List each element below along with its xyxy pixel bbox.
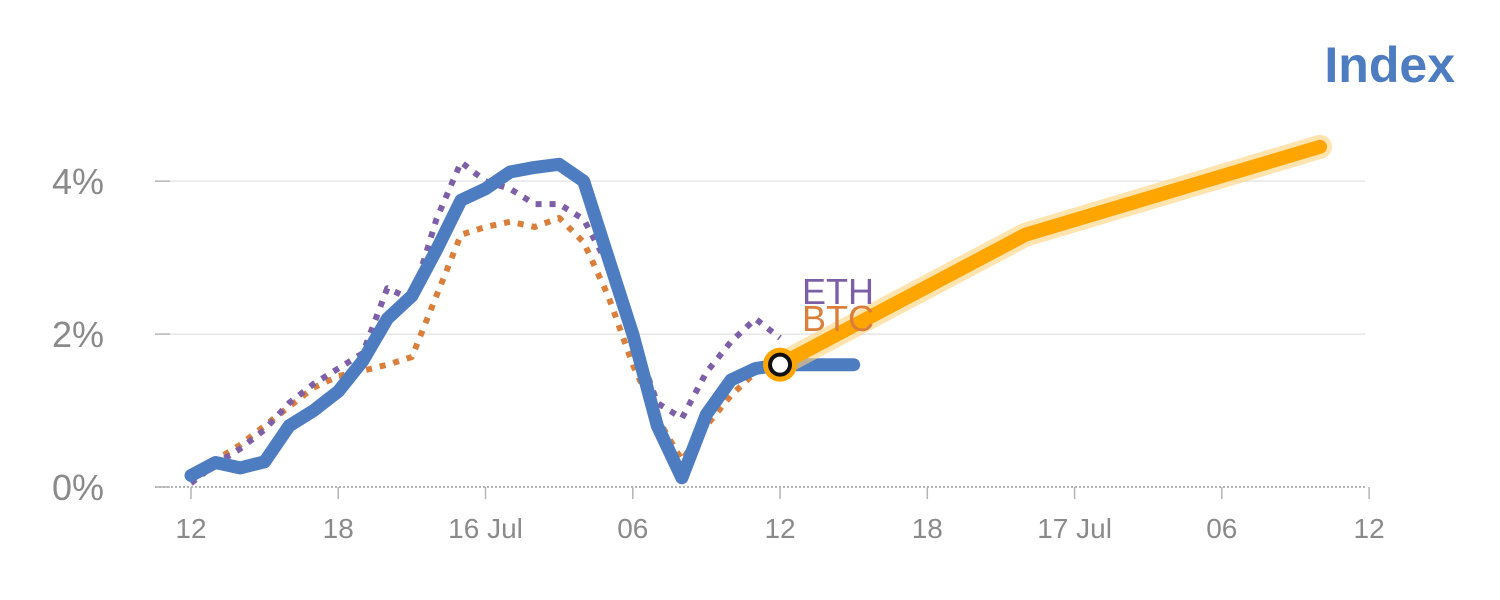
x-tick-label: 18 (912, 513, 943, 544)
axis-layer: 0% 2% 4% 12 18 16 Jul 06 12 18 17 Jul 06 12 (52, 161, 1385, 544)
series-line-main (184, 157, 861, 485)
series-label-eth: ETH (802, 271, 874, 312)
x-tick-label: 12 (764, 513, 795, 544)
x-tick-label: 12 (175, 513, 206, 544)
x-tick-label: 18 (323, 513, 354, 544)
x-tick-label: 17 Jul (1037, 513, 1112, 544)
y-tick-label: 4% (52, 161, 104, 202)
x-tick-label: 06 (617, 513, 648, 544)
grid-layer (170, 180, 1365, 335)
x-tick-label: 06 (1206, 513, 1237, 544)
chart-title: Index (1324, 37, 1455, 93)
series-layer (184, 134, 1332, 486)
projection-line (773, 139, 1327, 372)
y-tick-label: 2% (52, 314, 104, 355)
y-tick-label: 0% (52, 467, 104, 508)
x-tick-label: 12 (1354, 513, 1385, 544)
series-label-btc: BTC (802, 298, 874, 339)
x-tick-label: 16 Jul (448, 513, 523, 544)
current-point-marker (768, 352, 793, 377)
